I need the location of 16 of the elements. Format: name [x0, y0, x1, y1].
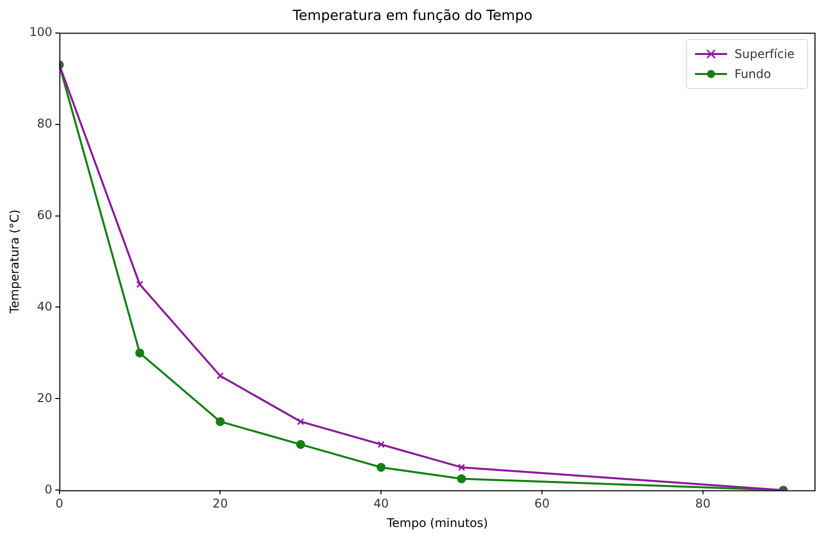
- y-tick-label: 60: [37, 208, 52, 222]
- y-tick-label: 40: [37, 299, 52, 314]
- legend-label: Superfície: [734, 46, 795, 61]
- x-tick-label: 80: [695, 496, 711, 511]
- x-axis-title: Tempo (minutos): [386, 516, 488, 530]
- y-tick-label: 100: [29, 24, 52, 39]
- x-tick-label: 20: [212, 496, 228, 511]
- y-axis-title: Temperatura (°C): [7, 210, 22, 314]
- legend-label: Fundo: [734, 66, 771, 81]
- x-tick-label: 0: [55, 496, 64, 511]
- y-tick-label: 80: [37, 116, 52, 130]
- x-tick-label: 60: [534, 496, 550, 511]
- y-tick-label: 0: [44, 482, 52, 496]
- y-tick-label: 20: [37, 390, 52, 405]
- x-tick-label: 40: [373, 496, 389, 511]
- chart-title: Temperatura em função do Tempo: [292, 8, 532, 24]
